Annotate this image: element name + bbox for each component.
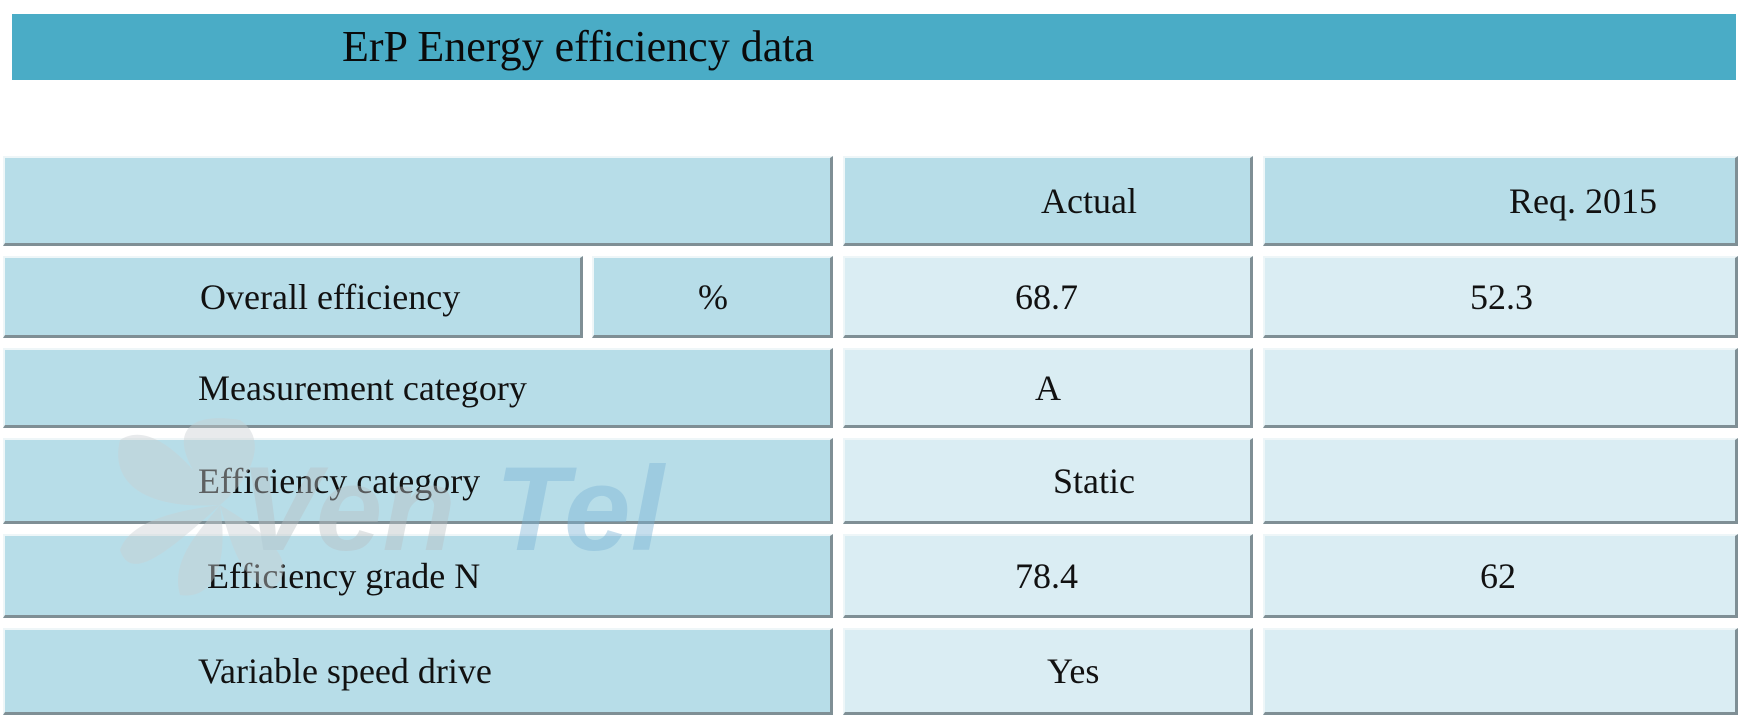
row-efficiency-category-label-cell: Efficiency category bbox=[3, 438, 833, 524]
header-actual-cell: Actual bbox=[843, 156, 1253, 246]
row-efficiency-category-req-cell bbox=[1263, 438, 1738, 524]
row-overall-efficiency-req-cell: 52.3 bbox=[1263, 256, 1738, 338]
row-label: Measurement category bbox=[198, 367, 527, 408]
row-overall-efficiency-label-cell: Overall efficiency bbox=[3, 256, 583, 338]
row-variable-speed-drive-actual-cell: Yes bbox=[843, 628, 1253, 715]
row-overall-efficiency-actual-cell: 68.7 bbox=[843, 256, 1253, 338]
row-variable-speed-drive-req-cell bbox=[1263, 628, 1738, 715]
row-efficiency-category-actual-cell: Static bbox=[843, 438, 1253, 524]
row-measurement-category-label-cell: Measurement category bbox=[3, 348, 833, 428]
row-overall-efficiency-unit-cell: % bbox=[592, 256, 833, 338]
req-value: 62 bbox=[1480, 555, 1516, 596]
row-label: Variable speed drive bbox=[198, 651, 492, 691]
header-blank-cell bbox=[3, 156, 833, 246]
page-title: ErP Energy efficiency data bbox=[342, 22, 814, 71]
row-efficiency-grade-label-cell: Efficiency grade N bbox=[3, 534, 833, 618]
actual-value: 68.7 bbox=[1015, 276, 1078, 317]
row-measurement-category-req-cell bbox=[1263, 348, 1738, 428]
actual-value: Static bbox=[1053, 460, 1135, 501]
actual-value: 78.4 bbox=[1015, 555, 1078, 596]
row-label: Efficiency grade N bbox=[207, 555, 481, 596]
unit-label: % bbox=[698, 276, 728, 317]
row-variable-speed-drive-label-cell: Variable speed drive bbox=[3, 628, 833, 715]
header-actual-label: Actual bbox=[1041, 180, 1137, 221]
header-req-label: Req. 2015 bbox=[1509, 180, 1657, 221]
row-measurement-category-actual-cell: A bbox=[843, 348, 1253, 428]
actual-value: A bbox=[1035, 367, 1061, 408]
row-label: Overall efficiency bbox=[200, 276, 461, 317]
actual-value: Yes bbox=[1047, 651, 1100, 691]
header-req-cell: Req. 2015 bbox=[1263, 156, 1738, 246]
row-efficiency-grade-actual-cell: 78.4 bbox=[843, 534, 1253, 618]
title-bar: ErP Energy efficiency data bbox=[12, 14, 1736, 80]
req-value: 52.3 bbox=[1470, 276, 1533, 317]
row-efficiency-grade-req-cell: 62 bbox=[1263, 534, 1738, 618]
row-label: Efficiency category bbox=[198, 460, 481, 501]
